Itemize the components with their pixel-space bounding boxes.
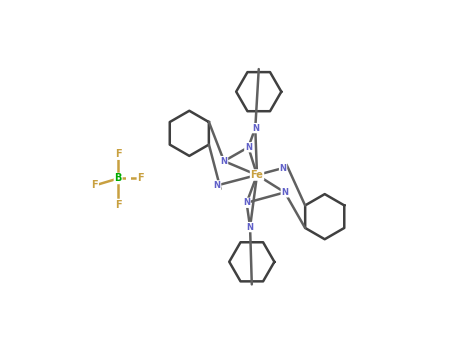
Text: Fe: Fe [251, 170, 263, 180]
Text: N: N [279, 163, 287, 173]
Text: F: F [115, 149, 121, 159]
Text: F: F [115, 199, 121, 210]
Text: F: F [137, 174, 144, 183]
Text: N: N [245, 143, 252, 152]
Text: F: F [91, 180, 98, 190]
Text: N: N [281, 188, 288, 197]
Text: B: B [115, 174, 122, 183]
Text: N: N [243, 198, 250, 207]
Text: N: N [221, 156, 228, 166]
Text: N: N [247, 223, 253, 232]
Text: N: N [213, 181, 221, 190]
Text: N: N [252, 124, 259, 133]
